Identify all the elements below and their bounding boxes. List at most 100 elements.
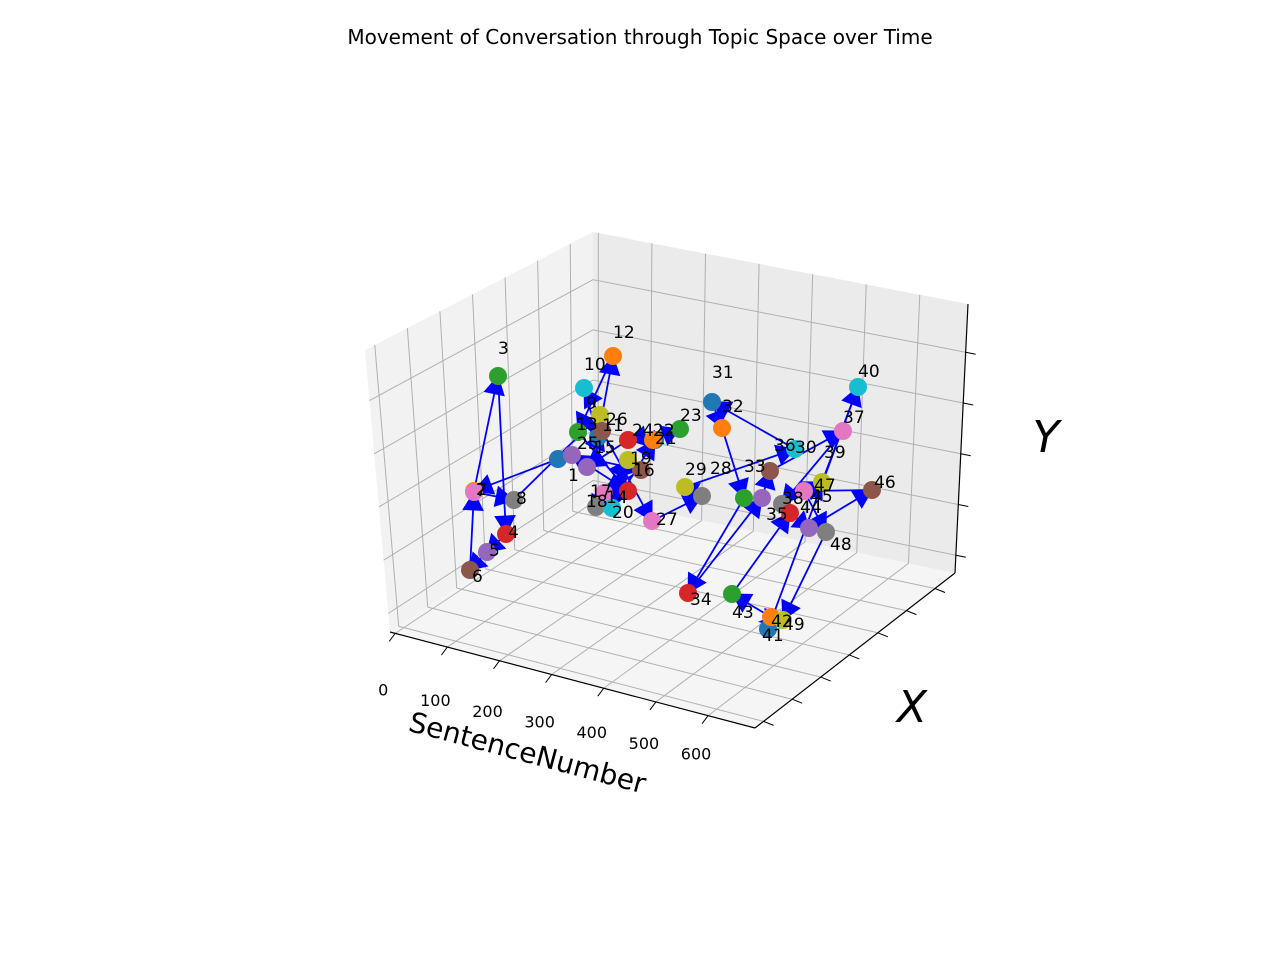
x-tick-mark	[388, 633, 396, 642]
point-label: 31	[712, 363, 734, 383]
point-label: 41	[762, 626, 784, 646]
data-point	[632, 461, 650, 479]
left-grid-line	[439, 311, 458, 589]
left-grid-line	[569, 243, 574, 512]
back-grid-line	[856, 284, 867, 553]
left-grid-line	[537, 260, 545, 531]
data-point	[795, 482, 813, 500]
y-tick-mark	[791, 698, 803, 704]
data-point	[578, 458, 596, 476]
x-tick-label: 0	[378, 680, 388, 699]
point-label: 33	[744, 457, 766, 477]
data-point	[713, 419, 731, 437]
left-grid-line	[471, 294, 487, 569]
arrow-head	[462, 490, 484, 512]
data-point	[549, 450, 567, 468]
y-axis-label: X	[895, 682, 928, 733]
x-tick-label: 400	[577, 723, 608, 742]
floor-grid-line	[485, 568, 850, 656]
point-label: 36	[774, 436, 796, 456]
point-label: 32	[722, 397, 744, 417]
point-label: 7	[476, 481, 487, 501]
floor-grid-line	[572, 510, 936, 589]
point-label: 20	[612, 503, 634, 523]
z-grid-line	[373, 329, 594, 455]
arrow-shaft	[684, 454, 779, 488]
point-label: 38	[782, 489, 804, 509]
axes-lines	[388, 303, 976, 729]
data-point	[497, 525, 515, 543]
back-grid-line	[752, 263, 760, 532]
x-tick-label: 200	[472, 702, 503, 721]
floor-grid-line	[603, 541, 806, 689]
point-label: 18	[586, 492, 608, 512]
point-label: 1	[568, 466, 579, 486]
point-label: 39	[824, 443, 846, 463]
back-grid-line	[649, 243, 653, 510]
y-tick-mark	[820, 676, 831, 682]
y-tick-mark	[877, 632, 889, 638]
floor-grid-line	[655, 552, 858, 703]
arrow-shaft	[584, 355, 614, 417]
data-point	[703, 393, 721, 411]
data-point	[679, 584, 697, 602]
z-axis-label: Y	[1033, 412, 1063, 463]
point-label: 44	[800, 498, 822, 518]
data-point	[813, 473, 831, 491]
data-point	[834, 422, 852, 440]
data-point	[593, 422, 611, 440]
x-tick-mark	[597, 687, 605, 697]
point-label: 17	[590, 482, 612, 502]
arrow-shaft	[687, 511, 752, 594]
arrow-shaft	[790, 531, 827, 605]
z-grid-line	[592, 479, 956, 556]
point-label: 43	[732, 603, 754, 623]
y-tick-mark	[763, 720, 774, 726]
z-grid-line	[592, 279, 966, 353]
z-grid-line	[378, 379, 594, 508]
arrow-shaft	[490, 458, 559, 486]
point-label: 37	[843, 408, 865, 428]
z-tick-mark	[955, 554, 966, 558]
arrow-shaft	[731, 527, 781, 595]
x-tick-label: 600	[681, 745, 712, 764]
arrow-shaft	[721, 427, 740, 482]
z-grid-line	[592, 379, 961, 455]
x-tick-label: 300	[524, 713, 555, 732]
x-tick-mark	[649, 701, 657, 711]
z-tick-mark	[965, 351, 976, 355]
x-tick-label: 500	[629, 734, 660, 753]
data-point	[619, 431, 637, 449]
data-point	[723, 585, 741, 603]
point-label: 34	[690, 590, 712, 610]
z-tick-mark	[960, 453, 971, 457]
back-grid-line	[701, 253, 706, 521]
data-point	[619, 451, 637, 469]
point-label: 35	[766, 505, 788, 525]
x-tick-mark	[440, 646, 448, 656]
data-point	[461, 561, 479, 579]
z-tick-mark	[963, 402, 974, 406]
x-tick-mark	[493, 660, 500, 670]
chart-title: Movement of Conversation through Topic S…	[347, 25, 932, 49]
data-point	[587, 498, 605, 516]
point-label: 25	[577, 434, 599, 454]
data-point	[817, 523, 835, 541]
data-point	[786, 440, 804, 458]
data-point	[569, 423, 587, 441]
z-axis-line	[954, 303, 969, 574]
data-point	[575, 379, 593, 397]
point-label: 10	[584, 355, 606, 375]
data-point	[604, 347, 622, 365]
z-tick-mark	[958, 503, 969, 507]
point-label: 49	[783, 615, 805, 635]
z-grid-line	[369, 279, 594, 401]
point-label: 11	[602, 416, 624, 436]
point-label: 27	[656, 510, 678, 530]
point-label: 8	[516, 489, 527, 509]
data-point	[603, 499, 621, 517]
point-label: 48	[830, 535, 852, 555]
arrow-head	[494, 514, 516, 536]
point-label: 2	[476, 480, 487, 500]
